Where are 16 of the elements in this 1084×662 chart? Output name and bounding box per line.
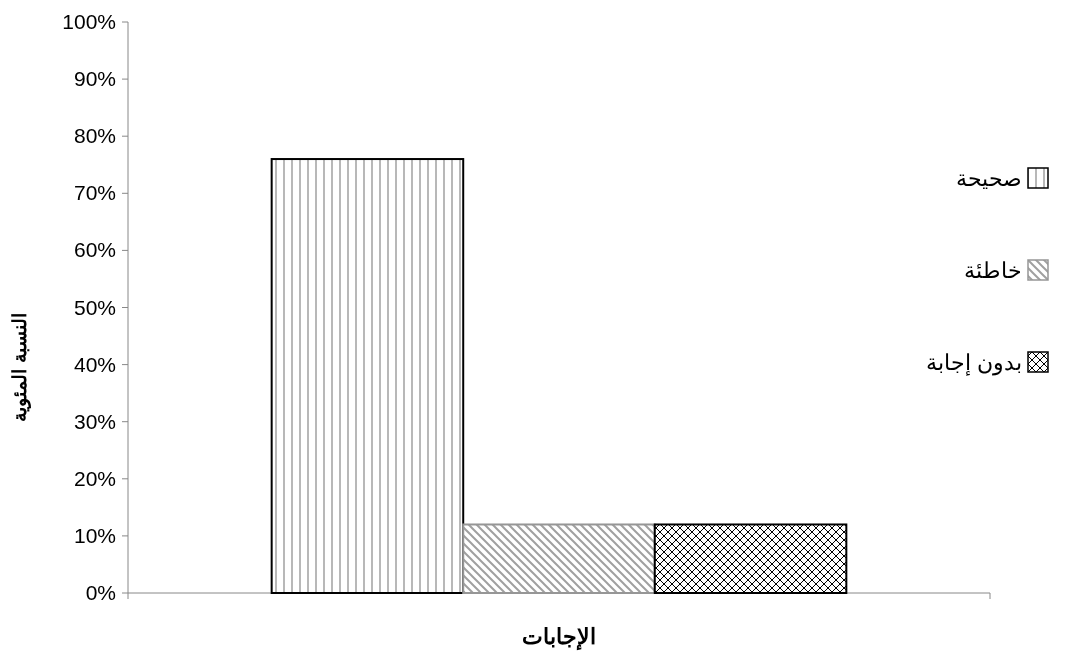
x-axis-title: الإجابات [522, 624, 596, 651]
y-tick-label: 20% [73, 466, 116, 490]
legend-label: صحيحة [956, 166, 1022, 191]
y-tick-label: 70% [73, 181, 116, 205]
y-tick-label: 40% [73, 352, 116, 376]
legend-label: بدون إجابة [925, 350, 1022, 376]
y-tick-label: 90% [73, 67, 116, 91]
y-tick-label: 80% [73, 124, 116, 148]
y-axis-title: النسبة المئوية [9, 313, 31, 422]
y-tick-label: 100% [62, 10, 116, 33]
y-tick-label: 60% [73, 238, 116, 262]
y-tick-label: 10% [73, 523, 116, 547]
y-tick-label: 50% [73, 295, 116, 319]
y-tick-label: 0% [85, 581, 116, 604]
y-tick-label: 30% [73, 409, 116, 433]
legend-label: خاطئة [964, 258, 1022, 283]
